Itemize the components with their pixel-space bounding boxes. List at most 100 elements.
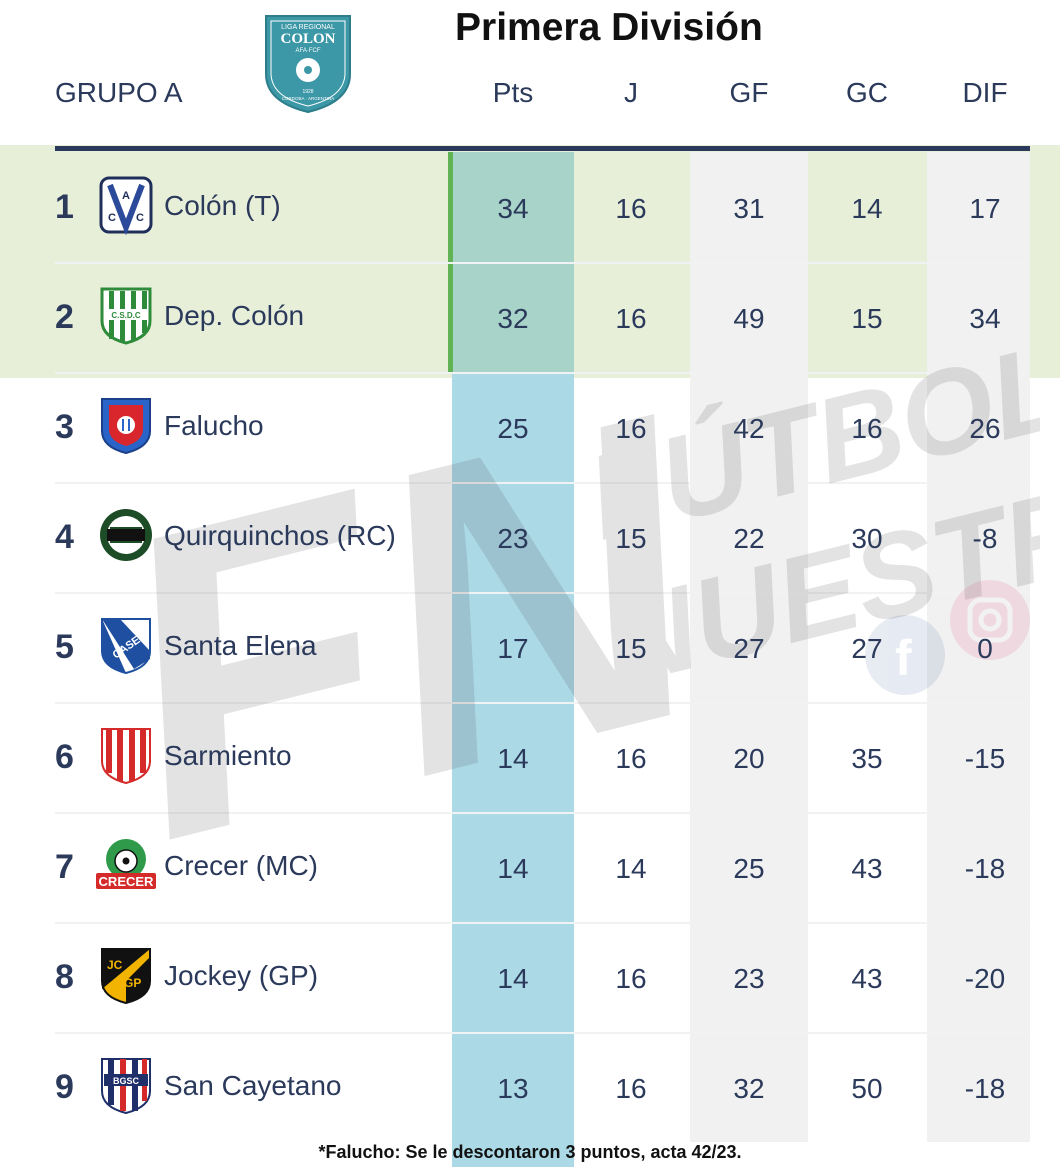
svg-text:1928: 1928 <box>302 89 313 95</box>
svg-text:C.S.D.C: C.S.D.C <box>111 311 141 320</box>
rank: 6 <box>55 738 74 776</box>
dif-column-shade <box>927 152 1030 1142</box>
j-value: 15 <box>615 523 647 554</box>
svg-text:C: C <box>136 212 144 224</box>
gc-value: 43 <box>851 963 883 994</box>
j-value: 14 <box>615 853 647 884</box>
crest-san-cayetano-icon: BGSC <box>101 1058 151 1115</box>
gc-value: 16 <box>851 413 883 444</box>
row-separator <box>55 592 1030 594</box>
j-value: 16 <box>615 413 647 444</box>
svg-text:C: C <box>108 212 116 224</box>
team-name: Sarmiento <box>164 740 292 771</box>
gc-value: 35 <box>851 743 883 774</box>
crest-falucho-icon <box>101 398 151 455</box>
gf-value: 23 <box>733 963 765 994</box>
dif-value: -20 <box>964 963 1006 994</box>
crest-dep-colon-icon: C.S.D.C <box>100 287 152 345</box>
rank: 3 <box>55 408 74 446</box>
gc-value: 43 <box>851 853 883 884</box>
row-separator <box>55 372 1030 374</box>
j-value: 16 <box>615 743 647 774</box>
pts-value: 13 <box>497 1073 529 1104</box>
gc-value: 14 <box>851 193 883 224</box>
gf-value: 32 <box>733 1073 765 1104</box>
rank: 2 <box>55 298 74 336</box>
svg-text:BGSC: BGSC <box>113 1076 140 1086</box>
gc-value: 27 <box>851 633 883 664</box>
gf-column-shade <box>690 152 808 1142</box>
rank: 8 <box>55 958 74 996</box>
gc-value: 50 <box>851 1073 883 1104</box>
j-value: 16 <box>615 963 647 994</box>
page-title: Primera División <box>455 6 763 49</box>
header-divider <box>55 146 1030 151</box>
pts-value: 32 <box>497 303 529 334</box>
svg-text:A: A <box>122 190 130 202</box>
instagram-icon <box>950 580 1030 660</box>
team-name: Dep. Colón <box>164 300 305 331</box>
pts-value: 14 <box>497 743 529 774</box>
gc-value: 15 <box>851 303 883 334</box>
svg-text:JC: JC <box>107 958 123 972</box>
row-separator <box>55 922 1030 924</box>
team-name: Santa Elena <box>164 630 317 661</box>
team-name: Crecer (MC) <box>164 850 318 881</box>
dif-value: 26 <box>969 413 1001 444</box>
row-separator <box>55 1032 1030 1034</box>
svg-text:AFA·FCF: AFA·FCF <box>296 48 321 54</box>
svg-text:f: f <box>895 630 912 686</box>
svg-text:COLON: COLON <box>280 31 335 47</box>
rank: 7 <box>55 848 74 886</box>
dif-value: -18 <box>964 1073 1006 1104</box>
svg-text:GP: GP <box>124 976 141 990</box>
header-gf: GF <box>729 77 769 108</box>
header-dif: DIF <box>962 77 1008 108</box>
team-name: Jockey (GP) <box>164 960 319 991</box>
team-name: Colón (T) <box>164 190 281 221</box>
row-separator <box>55 702 1030 704</box>
crest-santa-elena-icon: CASE <box>101 618 151 675</box>
row-separator <box>55 262 1030 264</box>
group-label: GRUPO A <box>55 77 183 108</box>
header-gc: GC <box>846 77 888 108</box>
j-value: 16 <box>615 193 647 224</box>
pts-value: 23 <box>497 523 529 554</box>
pts-value: 34 <box>497 193 529 224</box>
row-separator <box>55 482 1030 484</box>
crest-sarmiento-icon <box>101 728 151 785</box>
facebook-icon: f <box>865 615 945 695</box>
svg-text:CORDOBA · ARGENTINA: CORDOBA · ARGENTINA <box>282 96 335 101</box>
header-pts: Pts <box>492 77 534 108</box>
rank: 9 <box>55 1068 74 1106</box>
row-separator <box>55 812 1030 814</box>
pts-value: 25 <box>497 413 529 444</box>
dif-value: 17 <box>969 193 1001 224</box>
team-name: Falucho <box>164 410 264 441</box>
rank: 5 <box>55 628 74 666</box>
header-j: J <box>624 77 638 108</box>
dif-value: -18 <box>964 853 1006 884</box>
gf-value: 20 <box>733 743 765 774</box>
pts-value: 14 <box>497 853 529 884</box>
j-value: 16 <box>615 303 647 334</box>
svg-text:LIGA REGIONAL: LIGA REGIONAL <box>281 24 335 31</box>
pts-value: 14 <box>497 963 529 994</box>
gc-value: 30 <box>851 523 883 554</box>
dif-value: 34 <box>969 303 1001 334</box>
svg-text:CRECER: CRECER <box>99 874 155 889</box>
crest-crecer-icon: CRECER <box>96 839 156 889</box>
watermark: FN FÚTBOL NUESTRO f <box>120 330 1040 850</box>
league-logo-icon: LIGA REGIONAL COLON AFA·FCF 1928 CORDOBA… <box>265 15 351 114</box>
crest-jockey-icon: JC GP <box>101 948 151 1005</box>
gf-value: 31 <box>733 193 765 224</box>
dif-value: 0 <box>977 633 993 664</box>
dif-value: -15 <box>964 743 1006 774</box>
footnote: *Falucho: Se le descontaron 3 puntos, ac… <box>318 1142 742 1162</box>
gf-value: 49 <box>733 303 765 334</box>
rank: 4 <box>55 518 74 556</box>
gf-value: 25 <box>733 853 765 884</box>
gf-value: 22 <box>733 523 765 554</box>
j-value: 16 <box>615 1073 647 1104</box>
team-name: Quirquinchos (RC) <box>164 520 396 551</box>
